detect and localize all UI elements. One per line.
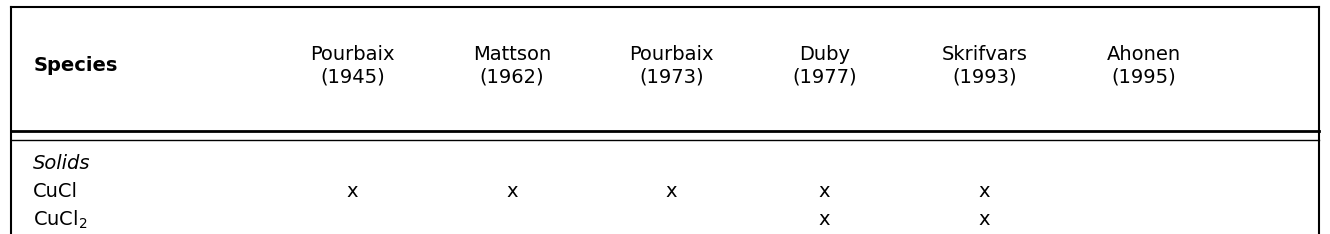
Text: x: x: [347, 182, 358, 201]
Text: x: x: [507, 182, 517, 201]
Text: Pourbaix
(1973): Pourbaix (1973): [629, 45, 714, 86]
Text: Ahonen
(1995): Ahonen (1995): [1107, 45, 1181, 86]
Text: Pourbaix
(1945): Pourbaix (1945): [310, 45, 395, 86]
Text: Solids: Solids: [33, 154, 90, 173]
Text: x: x: [819, 210, 830, 230]
Text: Skrifvars
(1993): Skrifvars (1993): [942, 45, 1027, 86]
Text: Species: Species: [33, 56, 117, 75]
Text: Duby
(1977): Duby (1977): [793, 45, 857, 86]
Text: x: x: [819, 182, 830, 201]
Text: x: x: [979, 210, 990, 230]
Text: x: x: [666, 182, 677, 201]
Text: x: x: [979, 182, 990, 201]
Text: Mattson
(1962): Mattson (1962): [473, 45, 551, 86]
Text: CuCl: CuCl: [33, 182, 78, 201]
Text: CuCl$_2$: CuCl$_2$: [33, 209, 88, 231]
